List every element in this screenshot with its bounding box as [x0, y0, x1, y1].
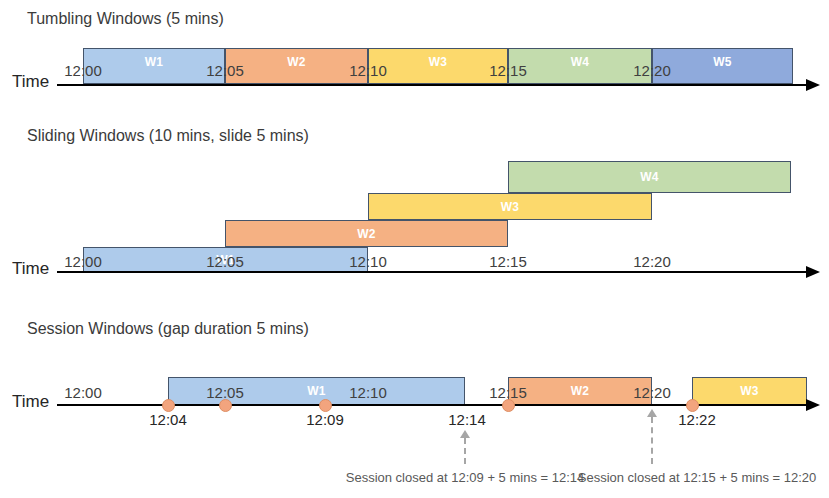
axis-label-tumbling: Time — [12, 72, 49, 92]
window-label: W2 — [571, 384, 590, 398]
window-tumbling-w2: W2 — [225, 48, 368, 84]
event-time-label-12-04: 12:04 — [149, 411, 187, 428]
windowing-diagram: Tumbling Windows (5 mins) Time W1 W2 W3 W4 W5 1… — [0, 0, 829, 498]
window-sliding-w4: W4 — [508, 161, 791, 193]
dashed-arrowhead-icon — [460, 430, 470, 438]
window-label: W2 — [357, 227, 376, 241]
window-label: W4 — [640, 170, 659, 184]
timeline-tumbling — [57, 84, 806, 86]
tick-label-session-12-10: 12:10 — [349, 384, 387, 402]
tick-label-session-12-20: 12:20 — [633, 384, 671, 402]
event-dot — [319, 399, 332, 412]
section-title-sliding: Sliding Windows (10 mins, slide 5 mins) — [27, 127, 309, 145]
axis-label-sliding: Time — [12, 259, 49, 279]
window-label: W3 — [501, 200, 520, 214]
dashed-callout-arrow — [651, 417, 653, 464]
session-close-annotation: Session closed at 12:15 + 5 mins = 12:20 — [578, 470, 817, 485]
window-session-w2: W2 — [508, 377, 652, 405]
tick-label-sliding-12-15: 12:15 — [489, 253, 527, 271]
window-label: W2 — [287, 55, 306, 69]
window-tumbling-w3: W3 — [368, 48, 508, 84]
tick-label-tumbling-12-05: 12:05 — [206, 62, 244, 80]
event-time-label-12-22: 12:22 — [678, 411, 716, 428]
event-time-label-12-14: 12:14 — [448, 411, 486, 428]
window-session-w3: W3 — [692, 377, 807, 405]
window-sliding-w3: W3 — [368, 193, 652, 220]
event-dot — [502, 399, 515, 412]
window-label: W5 — [713, 55, 732, 69]
dashed-arrowhead-icon — [647, 409, 657, 417]
timeline-sliding — [57, 271, 806, 273]
axis-label-session: Time — [12, 392, 49, 412]
dashed-callout-arrow — [464, 438, 466, 464]
session-close-annotation: Session closed at 12:09 + 5 mins = 12:14 — [346, 470, 585, 485]
event-dot — [219, 399, 232, 412]
window-label: W3 — [429, 55, 448, 69]
tick-label-sliding-12-05: 12:05 — [206, 253, 244, 271]
window-label: W4 — [571, 55, 590, 69]
section-title-session: Session Windows (gap duration 5 mins) — [27, 320, 309, 338]
tick-label-tumbling-12-15: 12:15 — [489, 62, 527, 80]
timeline-arrowhead-icon — [806, 266, 820, 278]
tick-label-sliding-12-20: 12:20 — [633, 253, 671, 271]
tick-label-tumbling-12-00: 12:00 — [64, 62, 102, 80]
event-time-label-12-09: 12:09 — [306, 411, 344, 428]
section-title-tumbling: Tumbling Windows (5 mins) — [27, 10, 224, 28]
event-dot — [162, 399, 175, 412]
timeline-arrowhead-icon — [806, 399, 820, 411]
tick-label-tumbling-12-10: 12:10 — [349, 62, 387, 80]
tick-label-session-12-00: 12:00 — [64, 384, 102, 402]
tick-label-sliding-12-00: 12:00 — [64, 253, 102, 271]
window-label: W3 — [740, 384, 759, 398]
window-sliding-w2: W2 — [225, 220, 508, 247]
timeline-arrowhead-icon — [806, 79, 820, 91]
window-tumbling-w1: W1 — [83, 48, 225, 84]
tick-label-tumbling-12-20: 12:20 — [633, 62, 671, 80]
window-tumbling-w5: W5 — [652, 48, 793, 84]
tick-label-sliding-12-10: 12:10 — [349, 253, 387, 271]
window-label: W1 — [145, 55, 164, 69]
event-dot — [686, 399, 699, 412]
window-label: W1 — [307, 384, 326, 398]
window-tumbling-w4: W4 — [508, 48, 652, 84]
